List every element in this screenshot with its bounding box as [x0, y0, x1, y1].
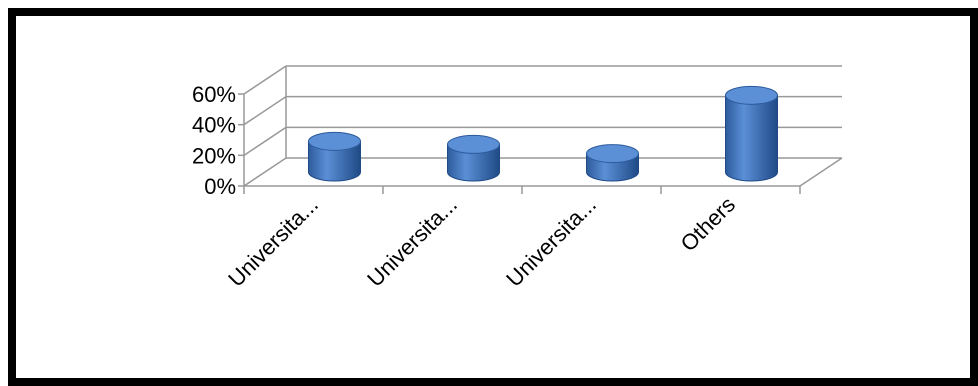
y-tick-label: 20% — [192, 143, 236, 168]
bar-body — [725, 94, 778, 182]
y-tick-label: 0% — [204, 174, 236, 199]
x-tick-label: Universita... — [362, 192, 462, 292]
chart-frame: 0% 20% 40% 60% Universita... Universita... Uni… — [8, 8, 978, 386]
gridline-side — [243, 157, 287, 187]
gridline-side — [243, 96, 287, 126]
bar — [447, 134, 500, 182]
x-tick-label: Universita... — [501, 192, 601, 292]
y-tick-label: 40% — [192, 113, 236, 138]
bars — [308, 85, 778, 182]
bar — [586, 144, 639, 182]
bar-body — [308, 140, 361, 182]
y-tick-label: 60% — [192, 82, 236, 107]
bar-top — [586, 144, 639, 164]
bar-top — [725, 85, 778, 105]
bar-top — [308, 131, 361, 151]
gridline-side — [243, 65, 287, 95]
axes — [238, 93, 801, 194]
bar-top — [447, 134, 500, 154]
gridline-side — [243, 126, 287, 156]
bar — [725, 85, 778, 182]
x-tick-label: Others — [676, 192, 740, 256]
bar — [308, 131, 361, 182]
bar-body — [447, 143, 500, 182]
labels: 0% 20% 40% 60% Universita... Universita... Uni… — [192, 82, 740, 292]
bar-chart: 0% 20% 40% 60% Universita... Universita... Uni… — [192, 65, 843, 292]
floor-edge — [799, 157, 843, 187]
x-tick-label: Universita... — [223, 192, 323, 292]
